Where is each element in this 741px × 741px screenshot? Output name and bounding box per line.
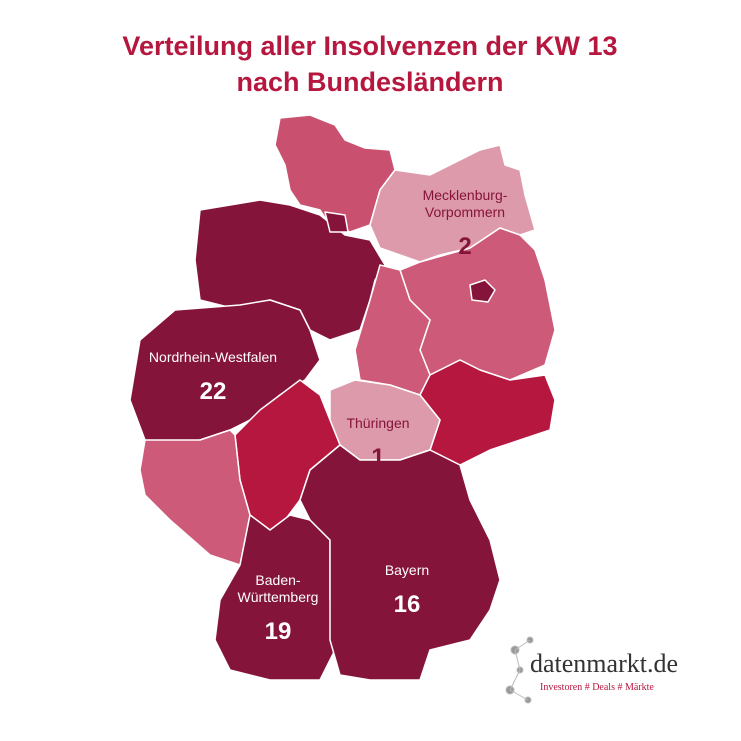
title-line: nach Bundesländern [236,67,503,97]
region-value: 2 [458,233,471,260]
bayern [299,444,501,681]
region-name: Thüringen [346,415,409,431]
region-name: Württemberg [238,589,319,605]
logo-name: datenmarkt.de [530,649,678,678]
region-value: 1 [371,444,384,471]
region-name: Mecklenburg- [423,187,508,203]
region-name: Bayern [385,562,429,578]
region-name: Vorpommern [425,204,505,220]
region-name: Baden- [255,572,300,588]
title-line: Verteilung aller Insolvenzen der KW 13 [122,31,617,61]
hamburg [324,211,349,233]
logo-tagline: Investoren # Deals # Märkte [540,682,654,693]
region-value: 16 [394,591,421,618]
region-value: 22 [200,378,227,405]
berlin [469,279,496,303]
region-name: Nordrhein-Westfalen [149,349,277,365]
region-value: 19 [265,618,292,645]
logo-mark [505,636,534,704]
germany-map [129,114,556,681]
